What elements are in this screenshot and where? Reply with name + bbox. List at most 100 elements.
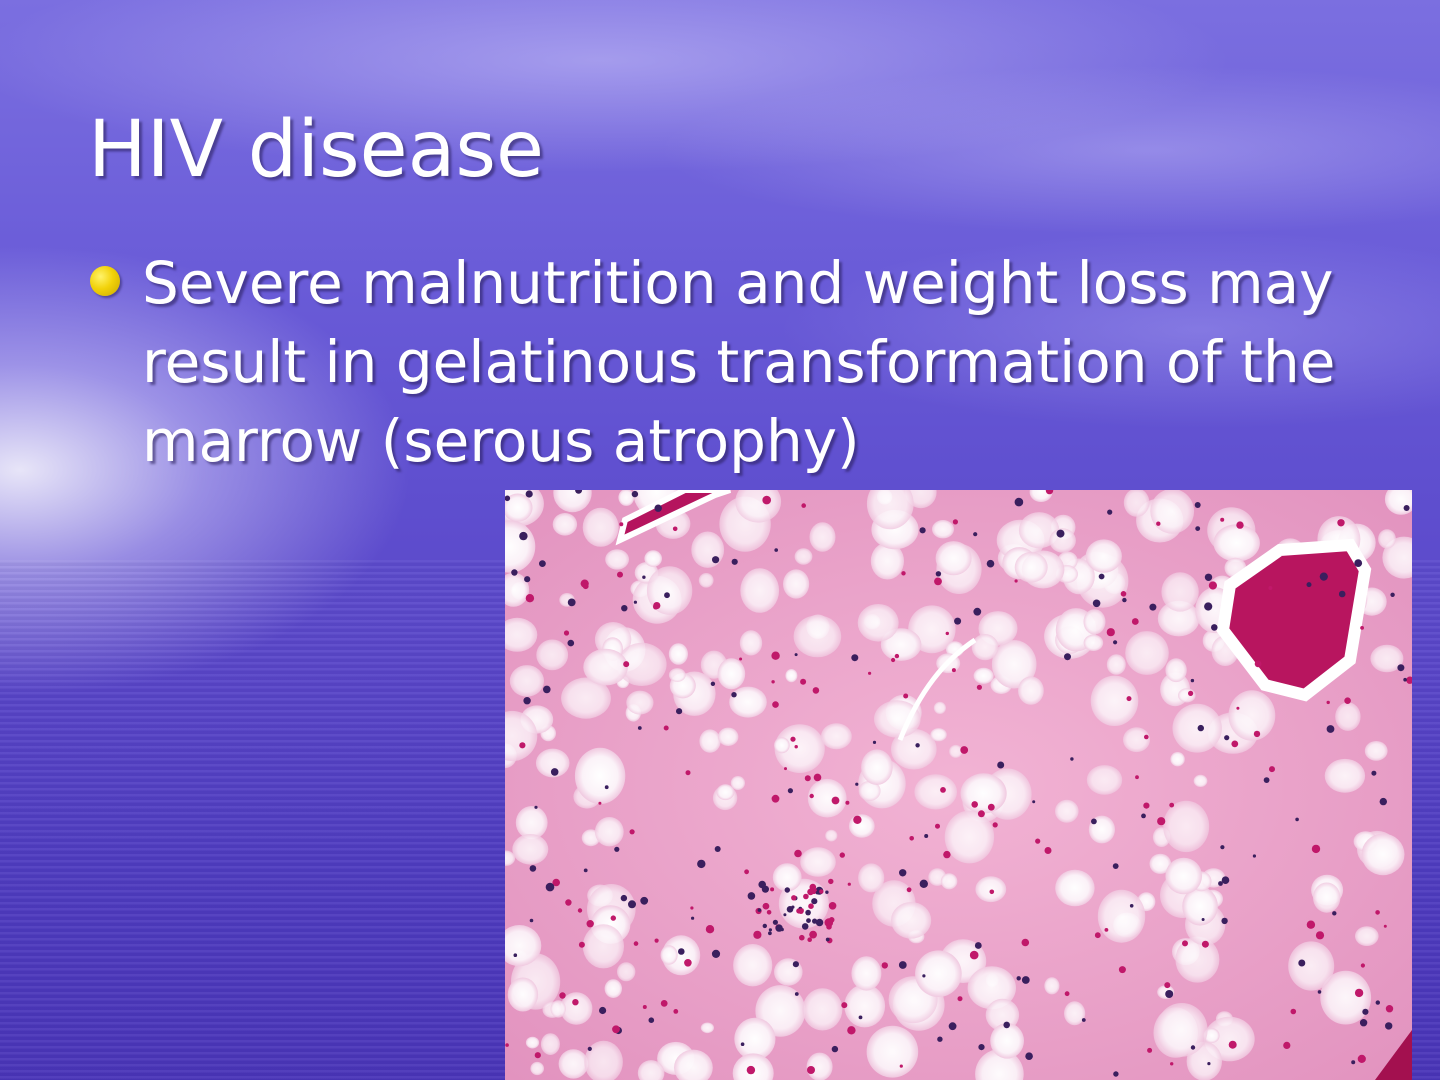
cell-nucleus xyxy=(519,742,526,749)
cell-nucleus xyxy=(1338,590,1346,598)
fat-vacuole xyxy=(802,988,843,1031)
cell-nucleus xyxy=(1170,1062,1174,1066)
cell-nucleus xyxy=(945,631,949,636)
fat-vacuole xyxy=(560,992,593,1025)
cell-nucleus xyxy=(1021,938,1030,947)
fat-vacuole xyxy=(674,1049,713,1080)
cell-nucleus xyxy=(812,687,820,694)
cell-nucleus xyxy=(937,1036,943,1042)
cell-nucleus xyxy=(819,889,824,894)
cell-nucleus xyxy=(1220,845,1225,850)
cell-nucleus xyxy=(997,761,1005,769)
cell-nucleus xyxy=(831,796,840,805)
cell-nucleus xyxy=(511,569,518,576)
cell-nucleus xyxy=(505,495,511,502)
fat-vacuole xyxy=(668,668,686,682)
cell-nucleus xyxy=(673,1009,679,1014)
cell-nucleus xyxy=(1045,490,1054,495)
fat-vacuole xyxy=(891,902,932,939)
cell-nucleus xyxy=(847,882,851,886)
cell-nucleus xyxy=(1014,579,1018,583)
cell-nucleus xyxy=(1131,618,1139,625)
cell-nucleus xyxy=(1129,904,1134,908)
cell-nucleus xyxy=(580,579,589,588)
cell-nucleus xyxy=(812,918,818,924)
cell-nucleus xyxy=(973,532,978,537)
cell-nucleus xyxy=(653,604,659,610)
cell-nucleus xyxy=(712,556,720,564)
cell-nucleus xyxy=(599,1006,607,1015)
cell-nucleus xyxy=(815,891,820,895)
cell-nucleus xyxy=(654,938,659,943)
cell-nucleus xyxy=(828,878,834,885)
cell-nucleus xyxy=(1354,559,1363,567)
cell-nucleus xyxy=(1371,770,1377,776)
fat-vacuole xyxy=(1083,634,1104,651)
fat-vacuole xyxy=(584,1040,623,1080)
fat-vacuole xyxy=(561,677,611,719)
cell-nucleus xyxy=(971,801,978,808)
fat-vacuole xyxy=(1378,529,1396,549)
cell-nucleus xyxy=(633,941,639,946)
cell-nucleus xyxy=(811,898,818,905)
cell-nucleus xyxy=(543,685,551,694)
cell-nucleus xyxy=(1360,626,1364,630)
fat-vacuole xyxy=(1361,833,1405,876)
fat-vacuole xyxy=(553,490,592,513)
fat-vacuole xyxy=(717,658,746,690)
fat-vacuole xyxy=(660,945,678,965)
fat-vacuole xyxy=(1165,857,1202,895)
cell-nucleus xyxy=(1092,599,1101,608)
fat-vacuole xyxy=(536,639,569,671)
fat-vacuole xyxy=(1288,941,1335,991)
fat-vacuole xyxy=(729,686,767,718)
fat-vacuole xyxy=(933,701,946,714)
fat-vacuole xyxy=(973,667,994,684)
cell-nucleus xyxy=(1143,802,1150,809)
cell-nucleus xyxy=(794,745,798,749)
cell-nucleus xyxy=(621,605,628,612)
cell-nucleus xyxy=(1306,920,1316,929)
cell-nucleus xyxy=(935,823,940,829)
fat-vacuole xyxy=(730,776,745,790)
cell-nucleus xyxy=(1201,940,1209,948)
cell-nucleus xyxy=(800,678,807,685)
cell-nucleus xyxy=(919,527,926,534)
fat-vacuole xyxy=(552,513,578,536)
cell-nucleus xyxy=(559,992,566,999)
fat-vacuole xyxy=(1165,658,1187,683)
fat-vacuole xyxy=(858,780,881,801)
fat-vacuole xyxy=(857,604,899,642)
cell-nucleus xyxy=(678,948,685,955)
cell-nucleus xyxy=(1064,653,1071,661)
cell-nucleus xyxy=(1208,581,1217,590)
cell-nucleus xyxy=(663,725,669,731)
cell-nucleus xyxy=(619,522,624,527)
fat-vacuole xyxy=(558,1049,589,1079)
cell-nucleus xyxy=(948,1022,957,1031)
cell-nucleus xyxy=(587,1046,592,1051)
cell-nucleus xyxy=(1360,963,1365,968)
cell-nucleus xyxy=(881,962,888,969)
cell-nucleus xyxy=(1081,1018,1086,1022)
cell-nucleus xyxy=(1169,802,1175,808)
fat-vacuole xyxy=(1320,970,1372,1025)
fat-vacuole xyxy=(509,665,544,697)
fat-vacuole xyxy=(866,1025,919,1078)
cell-nucleus xyxy=(1403,505,1410,511)
cell-nucleus xyxy=(1397,664,1405,672)
cell-nucleus xyxy=(1375,1000,1380,1005)
cell-nucleus xyxy=(604,785,609,790)
fat-vacuole xyxy=(960,773,1007,814)
cell-nucleus xyxy=(825,890,829,894)
cell-nucleus xyxy=(617,571,623,578)
fat-vacuole xyxy=(1370,644,1404,673)
fat-vacuole xyxy=(626,690,654,715)
fat-vacuole xyxy=(785,669,798,683)
cell-nucleus xyxy=(529,918,534,923)
fat-vacuole xyxy=(718,727,739,746)
cell-nucleus xyxy=(891,657,896,663)
fat-vacuole xyxy=(668,643,688,665)
cell-nucleus xyxy=(1112,863,1119,869)
cell-nucleus xyxy=(534,805,538,809)
